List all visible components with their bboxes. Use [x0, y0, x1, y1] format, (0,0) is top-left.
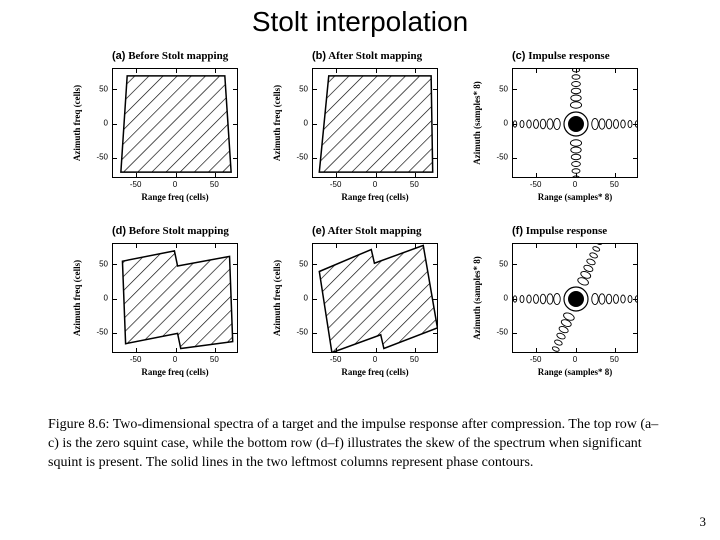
plot-area [512, 243, 638, 353]
y-axis-label: Azimuth freq (cells) [272, 243, 286, 353]
x-tick: 50 [410, 180, 419, 189]
x-tick: 50 [210, 180, 219, 189]
x-tick: 0 [573, 180, 577, 189]
panel-letter: (d) [112, 225, 126, 237]
y-ticks: -50 0 50 [490, 243, 510, 353]
x-ticks: -50 0 50 [112, 178, 238, 190]
panel-c: (c) Impulse response Azimuth (samples* 8)… [460, 50, 660, 225]
panel-f: (f) Impulse response Azimuth (samples* 8)… [460, 225, 660, 400]
plot-area [512, 68, 638, 178]
plot-area [112, 68, 238, 178]
panel-title: (d) Before Stolt mapping [112, 225, 229, 237]
y-ticks: -50 0 50 [290, 68, 310, 178]
y-tick: -50 [488, 328, 508, 337]
x-axis-label: Range freq (cells) [312, 367, 438, 377]
y-ticks: -50 0 50 [90, 243, 110, 353]
panel-title: (c) Impulse response [512, 50, 610, 62]
figure-caption: Figure 8.6: Two-dimensional spectra of a… [48, 416, 668, 473]
panel-b: (b) After Stolt mapping Azimuth freq (cel… [260, 50, 460, 225]
x-ticks: -50 0 50 [112, 353, 238, 365]
y-tick: -50 [488, 153, 508, 162]
y-ticks: -50 0 50 [490, 68, 510, 178]
y-axis-label: Azimuth freq (cells) [272, 68, 286, 178]
x-tick: -50 [330, 355, 342, 364]
panel-letter: (f) [512, 225, 523, 237]
x-tick: 0 [173, 355, 177, 364]
x-axis-label: Range freq (cells) [112, 367, 238, 377]
panel-letter: (e) [312, 225, 325, 237]
x-tick: 50 [610, 355, 619, 364]
page-number: 3 [700, 514, 707, 530]
panel-d: (d) Before Stolt mapping Azimuth freq (ce… [60, 225, 260, 400]
y-axis-label: Azimuth freq (cells) [72, 243, 86, 353]
x-tick: 0 [173, 180, 177, 189]
y-tick: 50 [288, 84, 308, 93]
x-tick: -50 [130, 180, 142, 189]
x-ticks: -50 0 50 [312, 178, 438, 190]
y-ticks: -50 0 50 [290, 243, 310, 353]
y-tick: 0 [288, 119, 308, 128]
y-ticks: -50 0 50 [90, 68, 110, 178]
x-ticks: -50 0 50 [512, 353, 638, 365]
panel-title: (b) After Stolt mapping [312, 50, 422, 62]
y-tick: -50 [288, 153, 308, 162]
y-tick: 0 [88, 119, 108, 128]
y-axis-label: Azimuth (samples* 8) [472, 68, 486, 178]
y-tick: 50 [88, 259, 108, 268]
y-tick: 0 [488, 294, 508, 303]
x-ticks: -50 0 50 [512, 178, 638, 190]
y-tick: -50 [288, 328, 308, 337]
y-tick: -50 [88, 153, 108, 162]
y-tick: 0 [88, 294, 108, 303]
x-tick: -50 [130, 355, 142, 364]
panel-letter: (a) [112, 50, 125, 62]
panel-title: (e) After Stolt mapping [312, 225, 422, 237]
x-tick: 0 [373, 355, 377, 364]
x-axis-label: Range (samples* 8) [512, 367, 638, 377]
x-tick: 0 [573, 355, 577, 364]
x-tick: -50 [530, 355, 542, 364]
x-axis-label: Range (samples* 8) [512, 192, 638, 202]
panel-grid: (a) Before Stolt mapping Azimuth freq (ce… [60, 50, 660, 400]
x-axis-label: Range freq (cells) [112, 192, 238, 202]
panel-letter: (b) [312, 50, 326, 62]
x-tick: -50 [530, 180, 542, 189]
y-tick: 50 [88, 84, 108, 93]
x-tick: 50 [410, 355, 419, 364]
x-tick: 50 [610, 180, 619, 189]
y-tick: 50 [288, 259, 308, 268]
y-axis-label: Azimuth (samples* 8) [472, 243, 486, 353]
y-tick: 0 [288, 294, 308, 303]
y-tick: 50 [488, 259, 508, 268]
panel-title: (f) Impulse response [512, 225, 607, 237]
y-axis-label: Azimuth freq (cells) [72, 68, 86, 178]
plot-area [112, 243, 238, 353]
panel-title: (a) Before Stolt mapping [112, 50, 228, 62]
panel-letter: (c) [512, 50, 525, 62]
y-tick: 50 [488, 84, 508, 93]
x-axis-label: Range freq (cells) [312, 192, 438, 202]
panel-e: (e) After Stolt mapping Azimuth freq (cel… [260, 225, 460, 400]
x-tick: 50 [210, 355, 219, 364]
panel-a: (a) Before Stolt mapping Azimuth freq (ce… [60, 50, 260, 225]
x-tick: -50 [330, 180, 342, 189]
y-tick: -50 [88, 328, 108, 337]
plot-area [312, 243, 438, 353]
x-ticks: -50 0 50 [312, 353, 438, 365]
plot-area [312, 68, 438, 178]
x-tick: 0 [373, 180, 377, 189]
slide-title: Stolt interpolation [0, 6, 720, 38]
y-tick: 0 [488, 119, 508, 128]
